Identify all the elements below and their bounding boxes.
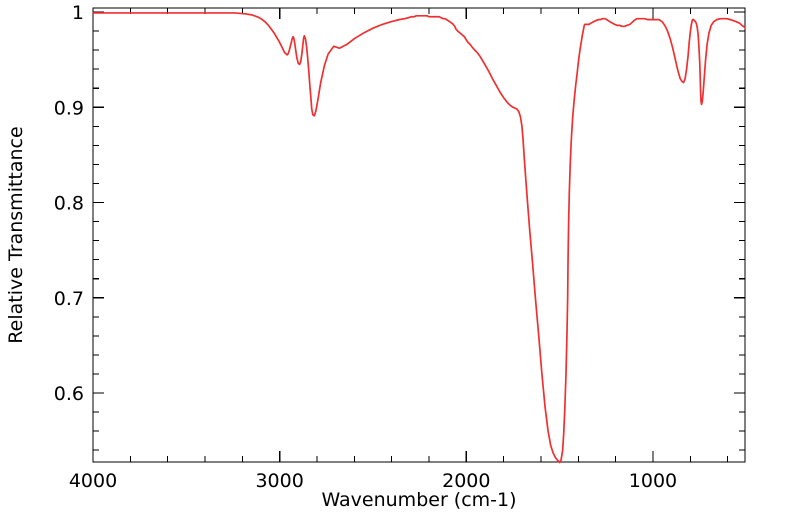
y-tick-label: 0.6 (54, 383, 84, 405)
x-tick-label: 3000 (255, 470, 303, 492)
y-axis-tick-labels: 1 0.9 0.8 0.7 0.6 (54, 2, 84, 405)
y-tick-label: 0.8 (54, 193, 84, 215)
x-tick-label: 1000 (629, 470, 677, 492)
x-tick-label: 4000 (69, 470, 117, 492)
x-axis-tick-labels: 4000 3000 2000 1000 (69, 470, 677, 492)
x-axis-title: Wavenumber (cm-1) (321, 489, 516, 511)
y-tick-label: 0.9 (54, 97, 84, 119)
y-tick-label: 0.7 (54, 288, 84, 310)
spectrum-trace (92, 12, 746, 464)
y-axis-title: Relative Transmittance (5, 126, 27, 343)
x-tick-label: 2000 (442, 470, 490, 492)
plot-frame (92, 7, 746, 463)
axis-tick-marks (92, 8, 745, 462)
y-tick-label: 1 (72, 2, 84, 24)
